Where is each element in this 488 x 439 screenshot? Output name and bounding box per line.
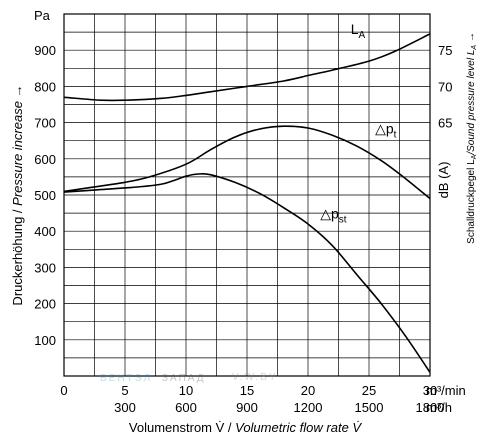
right-axis-subtitle: Schalldruckpegel LA/Sound pressure level… — [466, 32, 478, 244]
right-sub-a2: A — [471, 45, 478, 51]
y-tick-label: 800 — [34, 79, 56, 94]
right-sub-a: A — [471, 154, 478, 159]
x-axis-title-italic: Volumetric flow rate V̇ — [235, 420, 362, 435]
right-y-tick-label: 70 — [438, 79, 452, 94]
x-axis-title: Volumenstrom V̇ / Volumetric flow rate V… — [129, 420, 362, 435]
y-tick-label: 200 — [34, 297, 56, 312]
x-tick-label-top: 5 — [121, 383, 128, 398]
x-axis-title-plain: Volumenstrom V̇ / — [129, 420, 235, 435]
x-tick-label-bottom: 1200 — [294, 400, 323, 415]
y-tick-label: 900 — [34, 43, 56, 58]
right-y-tick-label: 75 — [438, 43, 452, 58]
series-line-0 — [63, 33, 431, 102]
y-tick-label: 500 — [34, 188, 56, 203]
right-sub-mid: /Sound pressure level L — [466, 50, 477, 156]
series-line-2 — [63, 172, 431, 373]
series-label-2: △pst — [320, 206, 347, 226]
curves: LA △pt △pst — [63, 21, 431, 373]
x-tick-label-top: 20 — [301, 383, 315, 398]
left-axis-title-italic: Pressure increase → — [10, 84, 25, 205]
x-unit-top: m³/min — [426, 383, 466, 398]
series-line-1 — [63, 125, 431, 200]
grid — [64, 14, 430, 376]
x-tick-label-top: 10 — [179, 383, 193, 398]
y-tick-label: 100 — [34, 333, 56, 348]
x-tick-label-bottom: 300 — [114, 400, 136, 415]
x-tick-label-top: 15 — [240, 383, 254, 398]
x-tick-label-top: 25 — [362, 383, 376, 398]
x-tick-label-bottom: 1800 — [416, 400, 445, 415]
y-tick-label: 700 — [34, 116, 56, 131]
x-tick-label-top: 0 — [60, 383, 67, 398]
right-sub-arrow: → — [466, 32, 477, 45]
svg-text:V.W.BY: V.W.BY — [232, 372, 278, 383]
left-axis-title: Druckerhöhung / Pressure increase → — [10, 84, 25, 305]
x-tick-label-bottom: 900 — [236, 400, 258, 415]
right-y-tick-label: 65 — [438, 116, 452, 131]
x-tick-label-top: 30 — [423, 383, 437, 398]
plot-frame — [63, 13, 431, 377]
y-tick-label: 600 — [34, 152, 56, 167]
left-axis-title-plain: Druckerhöhung / — [10, 206, 25, 306]
series-label-1: △pt — [375, 120, 397, 140]
x-tick-label-bottom: 1500 — [355, 400, 384, 415]
y-tick-label: 400 — [34, 224, 56, 239]
series-label-0: LA — [351, 21, 366, 41]
svg-text:ЗАПАД: ЗАПАД — [162, 373, 206, 384]
watermark: ВЕНТЭЛ ЗАПАД V.W.BY — [100, 372, 278, 384]
left-axis-unit: Pa — [34, 8, 51, 23]
y-tick-label: 300 — [34, 260, 56, 275]
svg-text:ВЕНТЭЛ: ВЕНТЭЛ — [100, 373, 152, 384]
x-tick-label-bottom: 600 — [175, 400, 197, 415]
x-unit-bottom: m³/h — [426, 400, 452, 415]
ticks: 100 200 300 400 500 600 700 800 900 75 70 65 0 5 10 15 2… — [34, 43, 452, 415]
right-sub-plain: Schalldruckpegel L — [466, 159, 477, 244]
right-axis-title: dB (A) — [436, 162, 451, 199]
